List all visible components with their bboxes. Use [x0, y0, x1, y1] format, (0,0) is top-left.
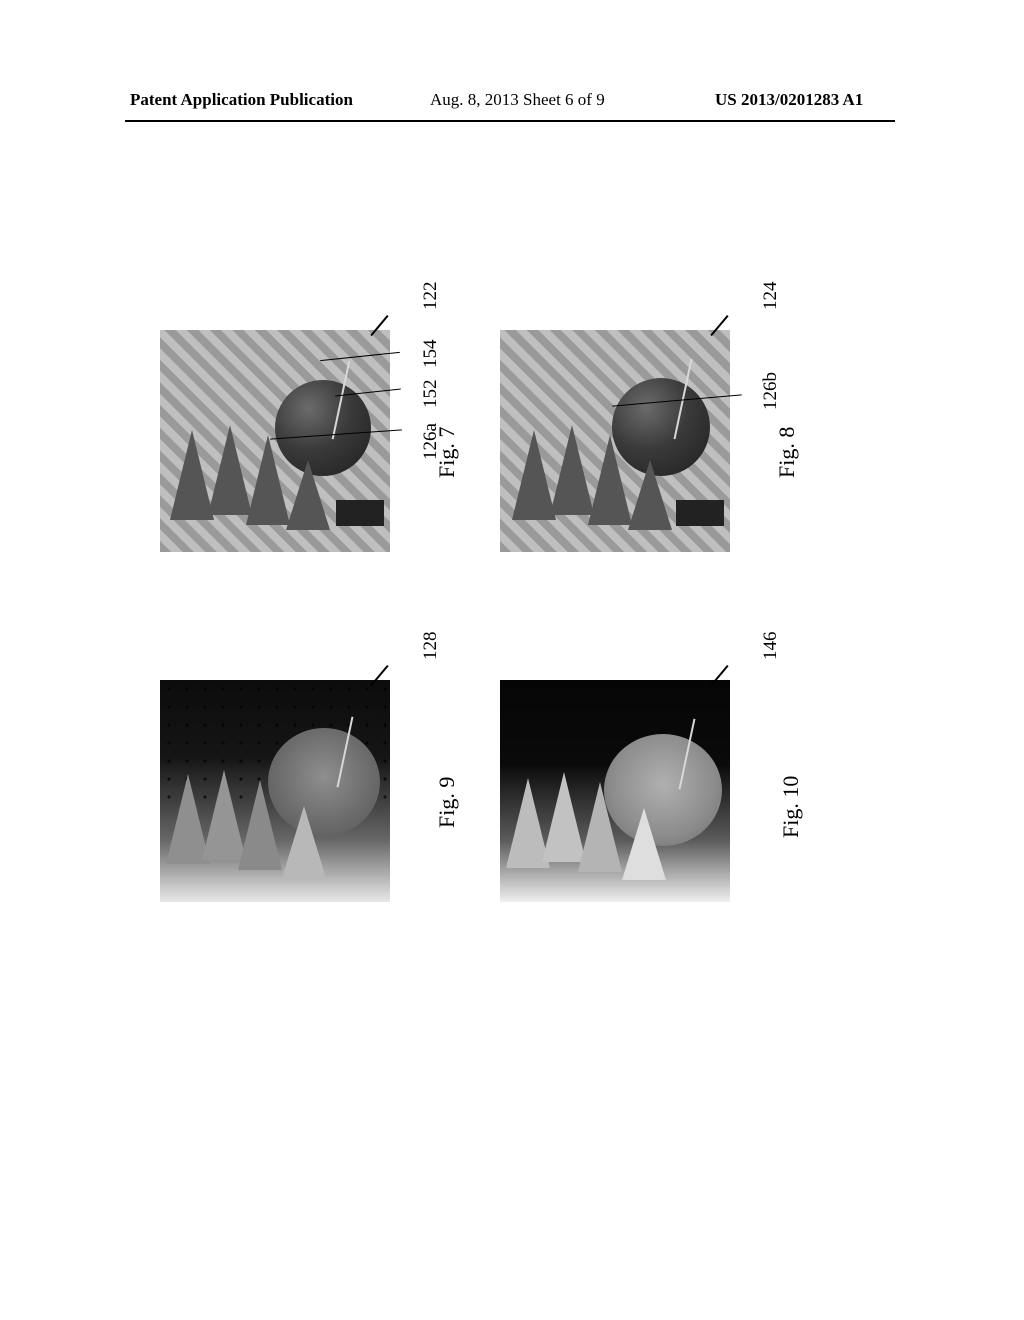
header-center: Aug. 8, 2013 Sheet 6 of 9 [430, 90, 605, 110]
fig7-ref-126a: 126a [420, 423, 442, 460]
fig7-cone-3 [246, 435, 290, 525]
figure-7-wrap: Fig. 7 122 154 152 126a [160, 330, 390, 552]
figure-8-wrap: Fig. 8 124 126b [500, 330, 730, 552]
fig10-ref-146: 146 [760, 632, 782, 661]
fig8-ref-124: 124 [760, 282, 782, 311]
fig7-cone-4 [286, 460, 330, 530]
fig10-cone-3 [578, 782, 622, 872]
figure-9-label: Fig. 9 [434, 777, 460, 828]
figure-8 [500, 330, 730, 552]
figure-9-wrap: Fig. 9 128 [160, 680, 390, 902]
fig7-ref-122: 122 [420, 282, 442, 311]
figure-10-wrap: Fig. 10 146 [500, 680, 730, 902]
fig8-cone-4 [628, 460, 672, 530]
fig7-ref-154: 154 [420, 340, 442, 369]
figure-9 [160, 680, 390, 902]
header-left: Patent Application Publication [130, 90, 353, 110]
figure-7 [160, 330, 390, 552]
header-right: US 2013/0201283 A1 [715, 90, 863, 110]
fig8-cone-3 [588, 435, 632, 525]
figures-area: Fig. 7 122 154 152 126a [0, 280, 1024, 1040]
fig7-ref-152: 152 [420, 380, 442, 409]
fig9-ref-128: 128 [420, 632, 442, 661]
figure-8-label: Fig. 8 [774, 427, 800, 478]
patent-page: Patent Application Publication Aug. 8, 2… [0, 0, 1024, 1320]
fig8-ref-126b: 126b [760, 372, 782, 410]
fig9-cone-3 [238, 780, 282, 870]
fig10-cone-4 [622, 808, 666, 880]
fig9-cone-4 [282, 806, 326, 878]
header-rule [125, 120, 895, 122]
fig7-corner-label [336, 500, 384, 526]
figure-10 [500, 680, 730, 902]
fig8-corner-label [676, 500, 724, 526]
figure-10-label: Fig. 10 [778, 776, 804, 838]
